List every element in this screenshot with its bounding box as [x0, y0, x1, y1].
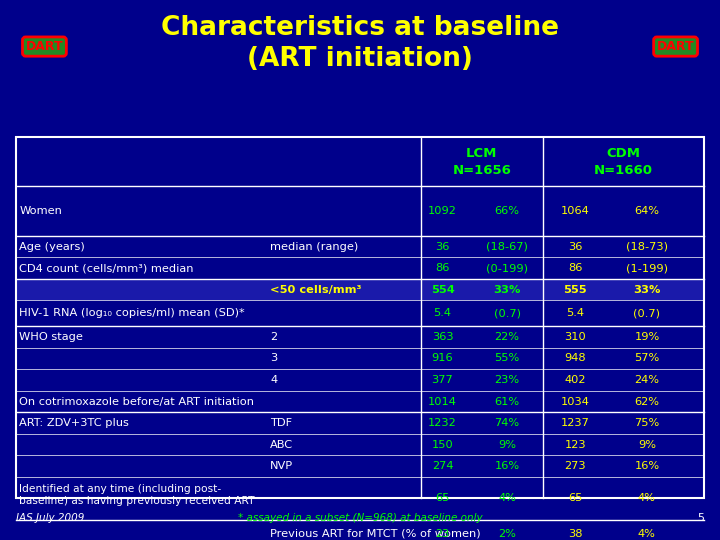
- Text: 1092: 1092: [428, 206, 457, 216]
- Text: 4%: 4%: [498, 494, 516, 503]
- Text: 36: 36: [568, 241, 582, 252]
- Text: 75%: 75%: [634, 418, 660, 428]
- Text: 74%: 74%: [495, 418, 520, 428]
- Text: 4%: 4%: [638, 494, 656, 503]
- Text: 24%: 24%: [634, 375, 660, 385]
- Text: (0-199): (0-199): [486, 263, 528, 273]
- Text: 310: 310: [564, 332, 586, 342]
- Text: 23%: 23%: [495, 375, 520, 385]
- Text: 16%: 16%: [495, 461, 520, 471]
- Text: ABC: ABC: [270, 440, 294, 449]
- Text: Identified at any time (including post-
baseline) as having previously received : Identified at any time (including post- …: [19, 484, 255, 506]
- Text: (0.7): (0.7): [493, 308, 521, 318]
- Text: 61%: 61%: [495, 396, 520, 407]
- Text: NVP: NVP: [270, 461, 294, 471]
- Text: 1064: 1064: [561, 206, 590, 216]
- Text: 555: 555: [563, 285, 587, 295]
- Text: 23: 23: [436, 529, 450, 539]
- Text: 86: 86: [436, 263, 450, 273]
- Text: CDM
N=1660: CDM N=1660: [594, 147, 653, 177]
- Text: 948: 948: [564, 354, 586, 363]
- Bar: [16, 279, 704, 300]
- Text: 1034: 1034: [561, 396, 590, 407]
- Text: * assayed in a subset (N=968) at baseline only: * assayed in a subset (N=968) at baselin…: [238, 513, 482, 523]
- Text: 38: 38: [568, 529, 582, 539]
- Text: DART: DART: [26, 40, 63, 53]
- Text: 86: 86: [568, 263, 582, 273]
- Text: 5: 5: [697, 513, 704, 523]
- Text: CD4 count (cells/mm³) median: CD4 count (cells/mm³) median: [19, 263, 194, 273]
- Text: 57%: 57%: [634, 354, 660, 363]
- Text: 5.4: 5.4: [433, 308, 451, 318]
- Text: ART: ZDV+3TC plus: ART: ZDV+3TC plus: [19, 418, 129, 428]
- Text: 62%: 62%: [634, 396, 660, 407]
- Text: (18-67): (18-67): [486, 241, 528, 252]
- Text: 64%: 64%: [634, 206, 660, 216]
- Text: 36: 36: [436, 241, 450, 252]
- Text: Previous ART for MTCT (% of women): Previous ART for MTCT (% of women): [270, 529, 481, 539]
- Text: DART: DART: [657, 40, 694, 53]
- Text: 916: 916: [432, 354, 454, 363]
- Text: 1232: 1232: [428, 418, 457, 428]
- Text: 402: 402: [564, 375, 586, 385]
- Text: 33%: 33%: [493, 285, 521, 295]
- Text: 55%: 55%: [495, 354, 520, 363]
- Text: 22%: 22%: [495, 332, 520, 342]
- Text: IAS July 2009: IAS July 2009: [16, 513, 84, 523]
- Text: 5.4: 5.4: [566, 308, 584, 318]
- Text: On cotrimoxazole before/at ART initiation: On cotrimoxazole before/at ART initiatio…: [19, 396, 254, 407]
- Text: 2: 2: [270, 332, 277, 342]
- Text: 4: 4: [270, 375, 277, 385]
- Text: 9%: 9%: [498, 440, 516, 449]
- Text: 66%: 66%: [495, 206, 520, 216]
- Text: TDF: TDF: [270, 418, 292, 428]
- Text: Age (years): Age (years): [19, 241, 85, 252]
- Text: (18-73): (18-73): [626, 241, 668, 252]
- Text: HIV-1 RNA (log₁₀ copies/ml) mean (SD)*: HIV-1 RNA (log₁₀ copies/ml) mean (SD)*: [19, 308, 245, 318]
- Text: (0.7): (0.7): [634, 308, 660, 318]
- Text: Characteristics at baseline
(ART initiation): Characteristics at baseline (ART initiat…: [161, 15, 559, 72]
- Text: 33%: 33%: [633, 285, 660, 295]
- Text: (1-199): (1-199): [626, 263, 668, 273]
- Text: 274: 274: [432, 461, 453, 471]
- Text: <50 cells/mm³: <50 cells/mm³: [270, 285, 362, 295]
- Text: WHO stage: WHO stage: [19, 332, 84, 342]
- Text: 4%: 4%: [638, 529, 656, 539]
- Text: 2%: 2%: [498, 529, 516, 539]
- Text: median (range): median (range): [270, 241, 359, 252]
- Text: 377: 377: [431, 375, 454, 385]
- Text: 19%: 19%: [634, 332, 660, 342]
- Text: 16%: 16%: [634, 461, 660, 471]
- Text: 363: 363: [432, 332, 454, 342]
- Text: 9%: 9%: [638, 440, 656, 449]
- Text: 3: 3: [270, 354, 278, 363]
- Text: 150: 150: [431, 440, 454, 449]
- Text: 1014: 1014: [428, 396, 457, 407]
- Text: Women: Women: [19, 206, 62, 216]
- Text: 554: 554: [431, 285, 454, 295]
- Text: 65: 65: [568, 494, 582, 503]
- Text: 1237: 1237: [561, 418, 590, 428]
- Text: 123: 123: [564, 440, 586, 449]
- Text: LCM
N=1656: LCM N=1656: [452, 147, 511, 177]
- Text: 273: 273: [564, 461, 586, 471]
- Text: 65: 65: [436, 494, 450, 503]
